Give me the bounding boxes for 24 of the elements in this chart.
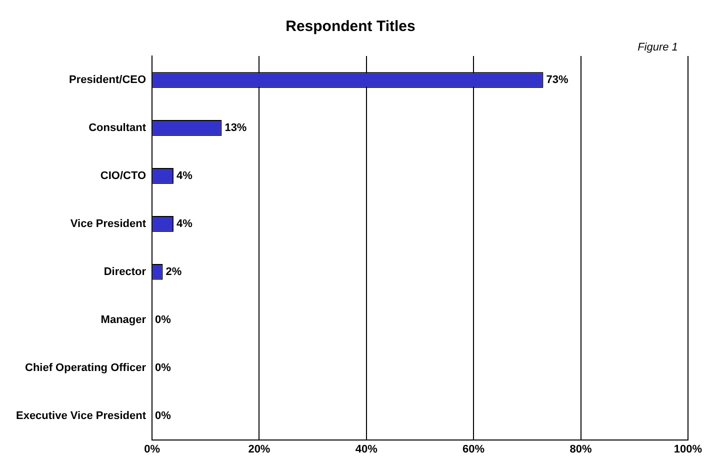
data-label: 0% [155,362,172,374]
x-tick-label: 20% [248,443,270,456]
caption: Figure 1 [638,42,678,54]
data-label: 0% [155,314,172,326]
data-label: 4% [176,170,193,182]
x-tick-label: 100% [674,443,702,456]
data-label: 2% [166,266,182,278]
x-tick-label: 40% [355,443,378,456]
x-tick-label: 0% [144,443,160,456]
y-tick-label: CIO/CTO [100,170,146,182]
x-tick-label: 80% [570,443,592,456]
y-tick-label: Manager [100,314,147,326]
data-label: 4% [176,218,193,230]
chart-title: Respondent Titles [286,18,416,36]
y-tick-label: Consultant [88,122,146,134]
y-tick-label: Chief Operating Officer [25,362,147,374]
data-label: 73% [546,74,568,86]
y-tick-label: Director [104,266,147,278]
y-tick-label: Executive Vice President [16,410,146,422]
data-label: 13% [224,122,247,134]
y-tick-label: Vice President [70,218,146,230]
x-tick-label: 60% [462,443,485,456]
y-tick-label: President/CEO [69,74,146,86]
data-label: 0% [155,410,172,422]
